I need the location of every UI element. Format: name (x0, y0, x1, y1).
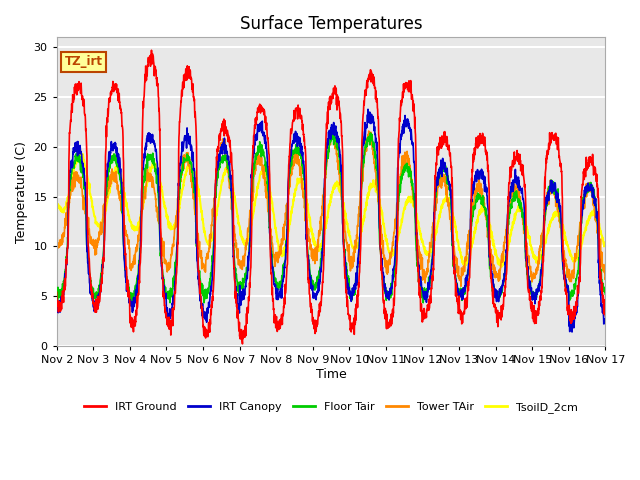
Floor Tair (206, 283, 214, 289)
Line: IRT Ground: IRT Ground (57, 50, 605, 344)
Tower TAir (602, 276, 609, 281)
IRT Canopy (206, 299, 214, 304)
Floor Tair (602, 291, 609, 297)
IRT Ground (569, 312, 577, 317)
TsoilD_2cm (491, 246, 499, 252)
IRT Ground (239, 341, 246, 347)
Line: Floor Tair: Floor Tair (57, 131, 605, 303)
Tower TAir (457, 283, 465, 289)
IRT Canopy (491, 287, 499, 293)
TsoilD_2cm (53, 202, 61, 208)
TsoilD_2cm (554, 211, 561, 216)
X-axis label: Time: Time (316, 368, 346, 381)
IRT Canopy (568, 329, 576, 335)
Line: TsoilD_2cm: TsoilD_2cm (57, 151, 605, 267)
Tower TAir (554, 200, 561, 205)
TsoilD_2cm (206, 240, 214, 245)
TsoilD_2cm (359, 221, 367, 227)
Title: Surface Temperatures: Surface Temperatures (240, 15, 422, 33)
TsoilD_2cm (569, 255, 577, 261)
IRT Ground (148, 48, 156, 53)
Floor Tair (330, 128, 337, 134)
TsoilD_2cm (347, 239, 355, 244)
IRT Ground (359, 111, 367, 117)
Floor Tair (348, 296, 355, 302)
Tower TAir (359, 162, 367, 168)
Floor Tair (359, 161, 367, 167)
Floor Tair (491, 289, 499, 295)
IRT Ground (206, 327, 214, 333)
Floor Tair (569, 291, 577, 297)
IRT Canopy (53, 296, 61, 302)
IRT Ground (53, 289, 61, 295)
Tower TAir (53, 240, 61, 245)
Tower TAir (569, 273, 577, 278)
IRT Canopy (602, 316, 609, 322)
Text: TZ_irt: TZ_irt (65, 55, 103, 68)
TsoilD_2cm (77, 148, 84, 154)
Tower TAir (330, 124, 338, 130)
Tower TAir (491, 266, 499, 272)
IRT Canopy (347, 294, 355, 300)
Line: IRT Canopy: IRT Canopy (57, 109, 605, 332)
IRT Canopy (553, 193, 561, 199)
Tower TAir (347, 260, 355, 266)
Floor Tair (554, 193, 561, 199)
IRT Ground (348, 329, 355, 335)
Floor Tair (53, 291, 61, 297)
IRT Canopy (359, 145, 367, 151)
Floor Tair (129, 300, 136, 306)
IRT Ground (554, 134, 561, 140)
IRT Canopy (569, 323, 577, 328)
TsoilD_2cm (602, 241, 609, 247)
IRT Ground (491, 301, 499, 307)
Tower TAir (206, 232, 214, 238)
Line: Tower TAir: Tower TAir (57, 127, 605, 286)
TsoilD_2cm (498, 264, 506, 270)
Legend: IRT Ground, IRT Canopy, Floor Tair, Tower TAir, TsoilD_2cm: IRT Ground, IRT Canopy, Floor Tair, Towe… (80, 397, 582, 418)
IRT Ground (602, 312, 609, 318)
IRT Canopy (364, 107, 372, 112)
Y-axis label: Temperature (C): Temperature (C) (15, 141, 28, 242)
